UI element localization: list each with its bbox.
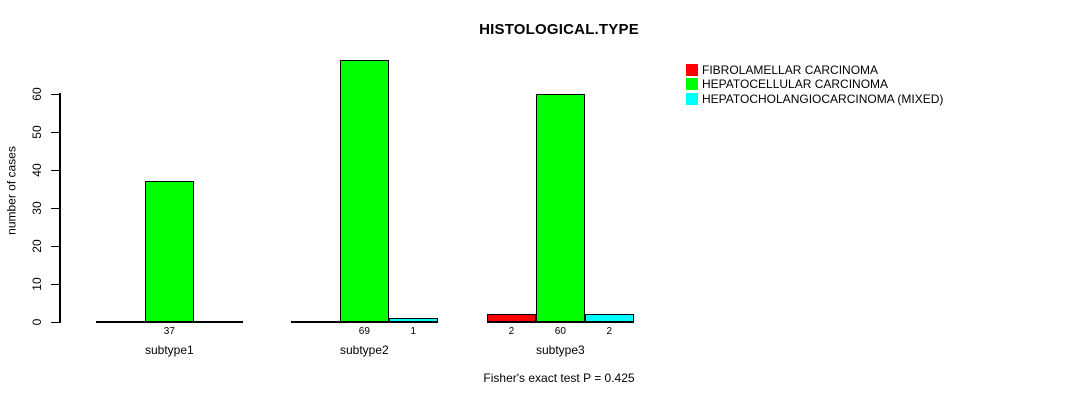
bar-value-label: 1 xyxy=(410,326,417,337)
y-axis-tick-label: 50 xyxy=(30,125,44,139)
legend-swatch xyxy=(686,78,698,91)
y-axis-tick-mark xyxy=(51,245,60,247)
legend-item-label: FIBROLAMELLAR CARCINOMA xyxy=(702,63,879,77)
y-axis-tick-mark xyxy=(51,321,60,323)
bar xyxy=(144,181,194,322)
bar xyxy=(535,94,585,322)
y-axis-tick-mark xyxy=(51,93,60,95)
x-axis-category-label: subtype3 xyxy=(535,343,585,357)
bar xyxy=(584,314,634,322)
x-axis-baseline xyxy=(291,321,438,323)
bar-value-label: 60 xyxy=(554,326,566,337)
legend-item: HEPATOCHOLANGIOCARCINOMA (MIXED) xyxy=(686,91,944,106)
bar xyxy=(388,318,438,322)
y-axis-tick-label: 60 xyxy=(30,87,44,101)
y-axis-tick-label: 30 xyxy=(30,201,44,215)
x-axis-baseline xyxy=(487,321,634,323)
legend-item-label: HEPATOCELLULAR CARCINOMA xyxy=(702,77,889,92)
y-axis-tick-mark xyxy=(51,283,60,285)
legend-item-label: HEPATOCHOLANGIOCARCINOMA (MIXED) xyxy=(702,91,944,106)
legend-swatch xyxy=(686,92,698,105)
x-axis-category-label: subtype2 xyxy=(339,343,389,357)
legend: FIBROLAMELLAR CARCINOMA HEPATOCELLULAR CA… xyxy=(686,64,943,107)
x-axis-category-label: subtype1 xyxy=(144,343,194,357)
y-axis-tick-mark xyxy=(51,207,60,209)
y-axis-tick-mark xyxy=(51,169,60,171)
legend-item: FIBROLAMELLAR CARCINOMA xyxy=(686,64,943,76)
legend-swatch xyxy=(686,64,698,76)
legend-item: HEPATOCELLULAR CARCINOMA xyxy=(686,77,943,92)
y-axis-tick-label: 20 xyxy=(30,239,44,253)
x-axis-baseline xyxy=(96,321,243,323)
y-axis-tick-mark xyxy=(51,131,60,133)
bar-value-label: 2 xyxy=(508,326,515,337)
stat-annotation: Fisher's exact test P = 0.425 xyxy=(483,371,635,385)
bar-value-label: 37 xyxy=(163,326,175,337)
bar-value-label: 69 xyxy=(358,326,370,337)
bar xyxy=(487,314,536,322)
y-axis-tick-label: 0 xyxy=(30,318,44,326)
bar xyxy=(339,59,389,322)
bar-value-label: 2 xyxy=(606,326,613,337)
y-axis-tick-label: 40 xyxy=(30,163,44,177)
chart-title: HISTOLOGICAL.TYPE xyxy=(479,21,639,38)
y-axis-label: number of cases xyxy=(4,146,19,235)
y-axis-tick-label: 10 xyxy=(30,277,44,291)
